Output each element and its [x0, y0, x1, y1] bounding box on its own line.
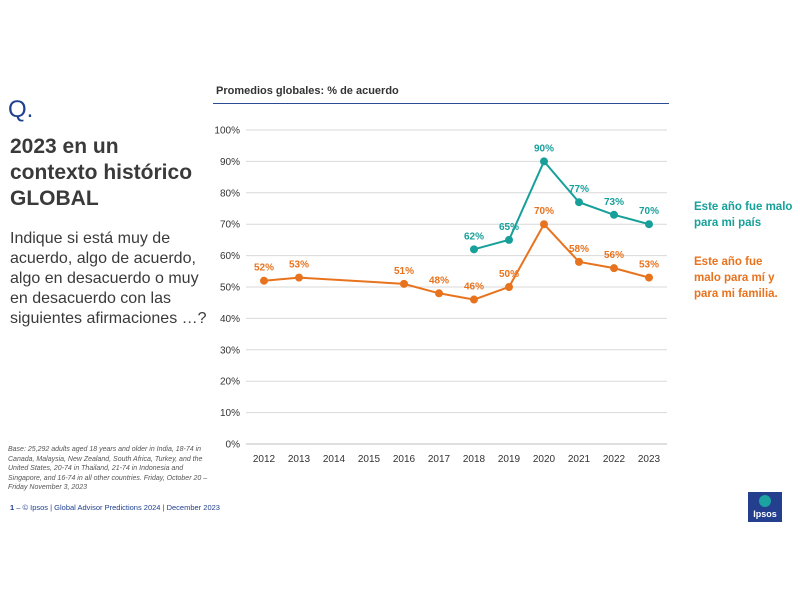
survey-question: Indique si está muy de acuerdo, algo de … [10, 230, 207, 327]
series-line [263, 222, 650, 301]
footer-text: – © Ipsos | Global Advisor Predictions 2… [14, 503, 220, 512]
data-label: 56% [604, 250, 624, 261]
ipsos-logo: Ipsos [748, 492, 782, 522]
data-point [260, 276, 268, 285]
series-line [473, 159, 650, 251]
question-marker: Q. [8, 96, 34, 123]
data-label: 62% [464, 231, 484, 242]
data-label: 50% [499, 269, 519, 280]
y-tick-label: 70% [220, 220, 240, 231]
x-tick-label: 2015 [358, 454, 381, 465]
chart-title-rule [213, 103, 669, 104]
y-tick-label: 100% [214, 126, 240, 137]
data-point [435, 289, 443, 298]
data-point [575, 257, 583, 266]
x-tick-label: 2023 [638, 454, 661, 465]
data-point [295, 273, 303, 282]
y-tick-label: 0% [226, 440, 241, 451]
page-number: 1 [10, 503, 15, 512]
data-point [470, 295, 478, 304]
y-tick-label: 20% [220, 377, 240, 388]
data-label: 52% [254, 263, 274, 274]
x-tick-label: 2020 [533, 454, 556, 465]
data-label: 46% [464, 282, 484, 293]
data-point [610, 264, 618, 273]
data-point [645, 273, 653, 282]
chart-title: Promedios globales: % de acuerdo [216, 85, 399, 97]
x-tick-label: 2019 [498, 454, 521, 465]
x-tick-label: 2022 [603, 454, 626, 465]
data-point [400, 279, 408, 288]
data-point [610, 210, 618, 219]
x-tick-label: 2013 [288, 454, 311, 465]
y-tick-label: 10% [220, 408, 240, 419]
legend-series-family: Este año fue malo para mí y para mi fami… [694, 256, 778, 300]
y-tick-label: 80% [220, 188, 240, 199]
x-tick-label: 2021 [568, 454, 591, 465]
data-label: 65% [499, 222, 519, 233]
data-point [645, 220, 653, 229]
logo-swirl-icon [759, 495, 771, 507]
data-label: 70% [639, 206, 659, 217]
x-tick-label: 2018 [463, 454, 486, 465]
footer: 1 – © Ipsos | Global Advisor Predictions… [10, 503, 220, 512]
legend-series-country: Este año fue malo para mi país [694, 201, 793, 229]
base-note: Base: 25,292 adults aged 18 years and ol… [8, 446, 208, 491]
data-label: 53% [289, 260, 309, 271]
y-tick-label: 30% [220, 345, 240, 356]
data-point [505, 283, 513, 291]
data-label: 53% [639, 260, 659, 271]
logo-text: Ipsos [753, 509, 777, 519]
y-tick-label: 40% [220, 314, 240, 325]
x-tick-label: 2016 [393, 454, 416, 465]
data-point [540, 157, 548, 166]
x-tick-label: 2017 [428, 454, 451, 465]
y-tick-label: 60% [220, 251, 240, 262]
data-point [540, 220, 548, 229]
data-label: 48% [429, 275, 449, 286]
y-tick-label: 90% [220, 157, 240, 168]
data-point [575, 198, 583, 207]
data-point [470, 245, 478, 254]
data-label: 77% [569, 184, 589, 195]
x-tick-label: 2014 [323, 454, 346, 465]
data-label: 70% [534, 206, 554, 217]
data-point [505, 235, 513, 244]
data-label: 90% [534, 143, 554, 154]
slide-title: 2023 en un contexto histórico GLOBAL [10, 135, 193, 210]
data-label: 51% [394, 266, 414, 277]
y-tick-label: 50% [220, 283, 240, 294]
data-label: 58% [569, 244, 589, 255]
data-label: 73% [604, 197, 624, 208]
x-tick-label: 2012 [253, 454, 276, 465]
